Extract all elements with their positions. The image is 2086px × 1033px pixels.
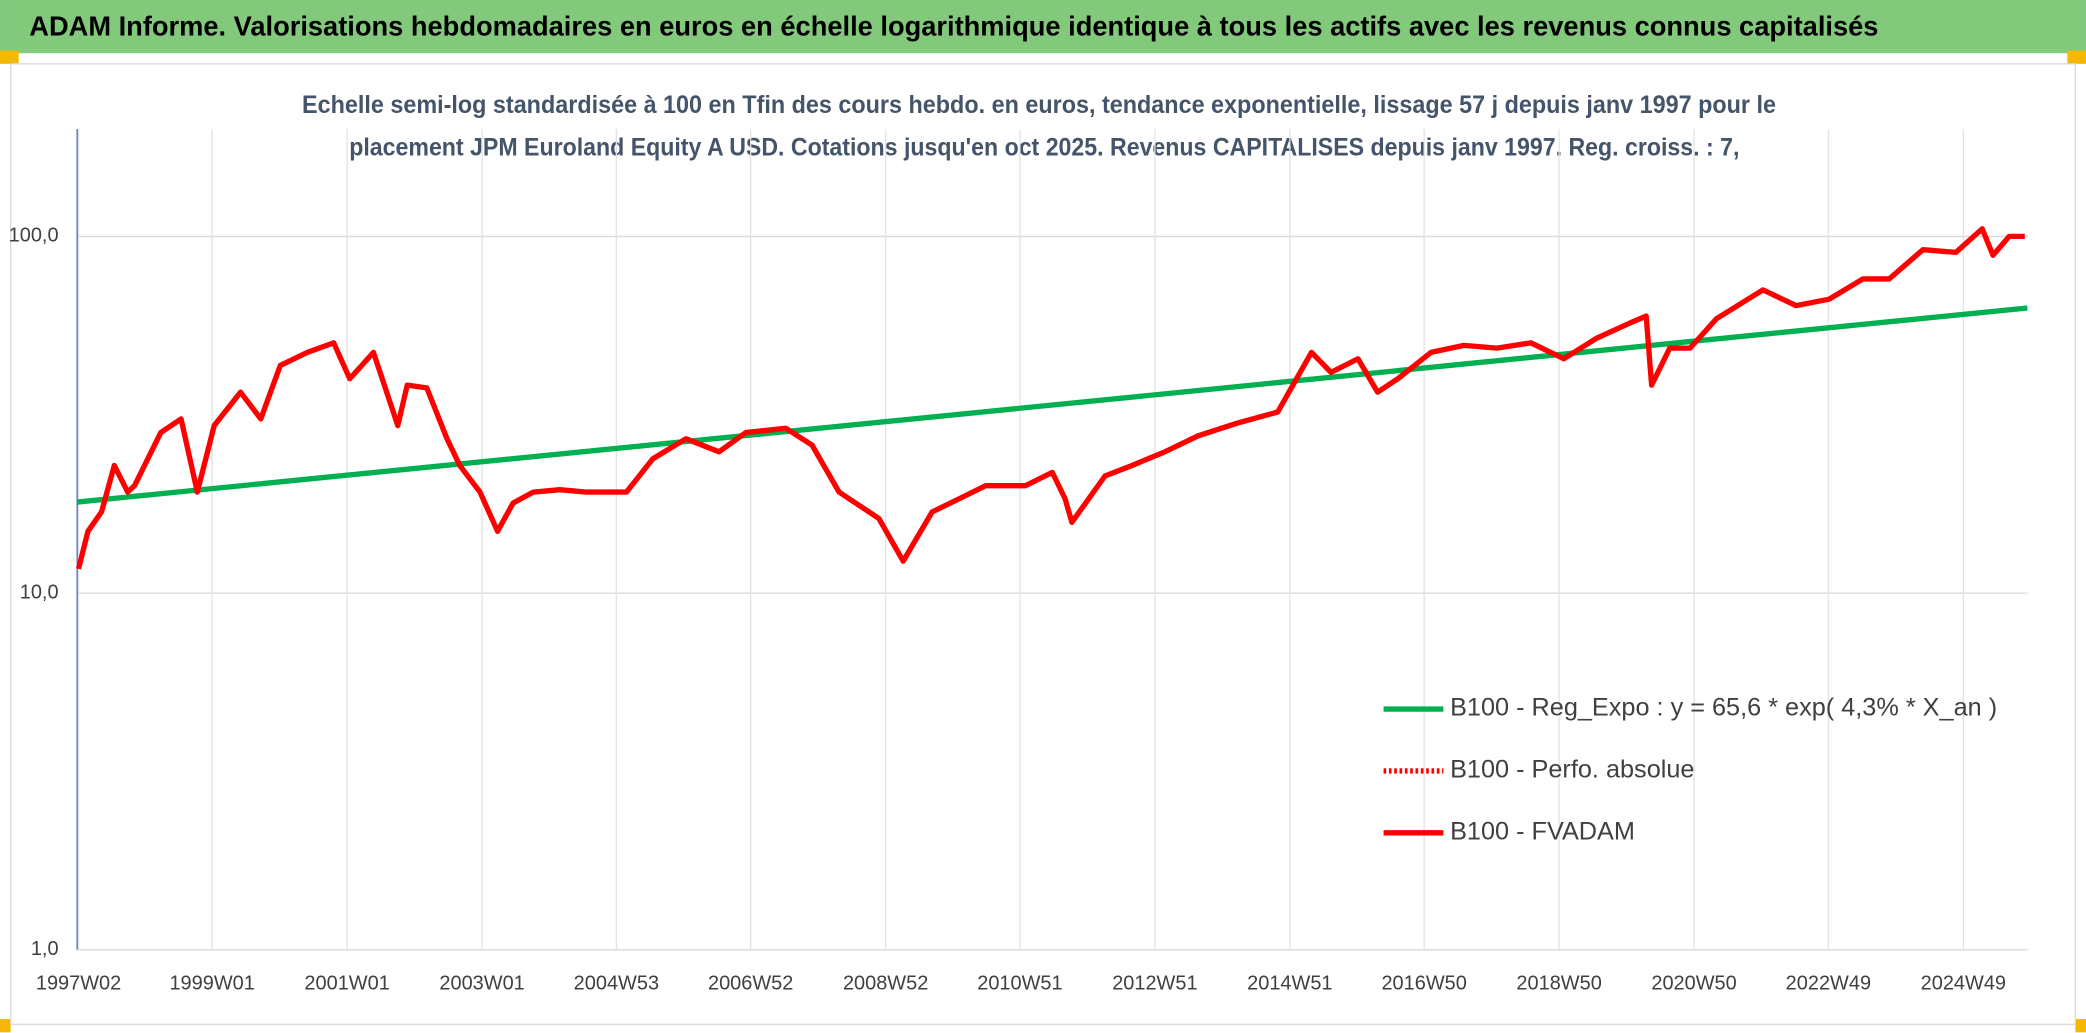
series-line <box>76 305 2028 505</box>
header-title: ADAM Informe. Valorisations hebdomadaire… <box>29 10 1878 41</box>
x-tick-label: 2008W52 <box>843 973 928 995</box>
x-tick-label: 2010W51 <box>977 973 1062 995</box>
x-tick-label: 2012W51 <box>1112 973 1197 995</box>
chart-title: Echelle semi-log standardisée à 100 en T… <box>302 91 1776 119</box>
x-tick-label: 2014W51 <box>1247 973 1332 995</box>
x-tick-label: 2024W49 <box>1921 973 2006 995</box>
x-tick-label: 2004W53 <box>574 973 659 995</box>
x-tick-label: 2006W52 <box>708 973 793 995</box>
legend-label: B100 - FVADAM <box>1450 817 1635 845</box>
y-tick-label: 10,0 <box>20 581 59 603</box>
chart-title: placement JPM Euroland Equity A USD. Cot… <box>349 134 1739 162</box>
y-tick-label: 1,0 <box>31 938 59 960</box>
corner-mark <box>2075 1019 2086 1033</box>
corner-mark <box>2067 50 2086 64</box>
x-tick-label: 2003W01 <box>439 973 524 995</box>
corner-mark <box>0 50 19 64</box>
x-tick-label: 2018W50 <box>1516 973 1601 995</box>
chart-frame <box>9 63 2076 1026</box>
legend-label: B100 - Reg_Expo : y = 65,6 * exp( 4,3% *… <box>1450 694 1997 722</box>
x-tick-label: 2016W50 <box>1381 973 1466 995</box>
x-tick-label: 2022W49 <box>1786 973 1871 995</box>
x-tick-label: 2001W01 <box>304 973 389 995</box>
corner-mark <box>0 1019 11 1033</box>
x-tick-label: 1999W01 <box>169 973 254 995</box>
series-line <box>75 226 2025 570</box>
x-tick-label: 1997W02 <box>36 973 121 995</box>
y-tick-label: 100,0 <box>9 225 59 247</box>
x-tick-label: 2020W50 <box>1651 973 1736 995</box>
header-bar <box>0 0 2086 54</box>
legend-label: B100 - Perfo. absolue <box>1450 756 1694 784</box>
